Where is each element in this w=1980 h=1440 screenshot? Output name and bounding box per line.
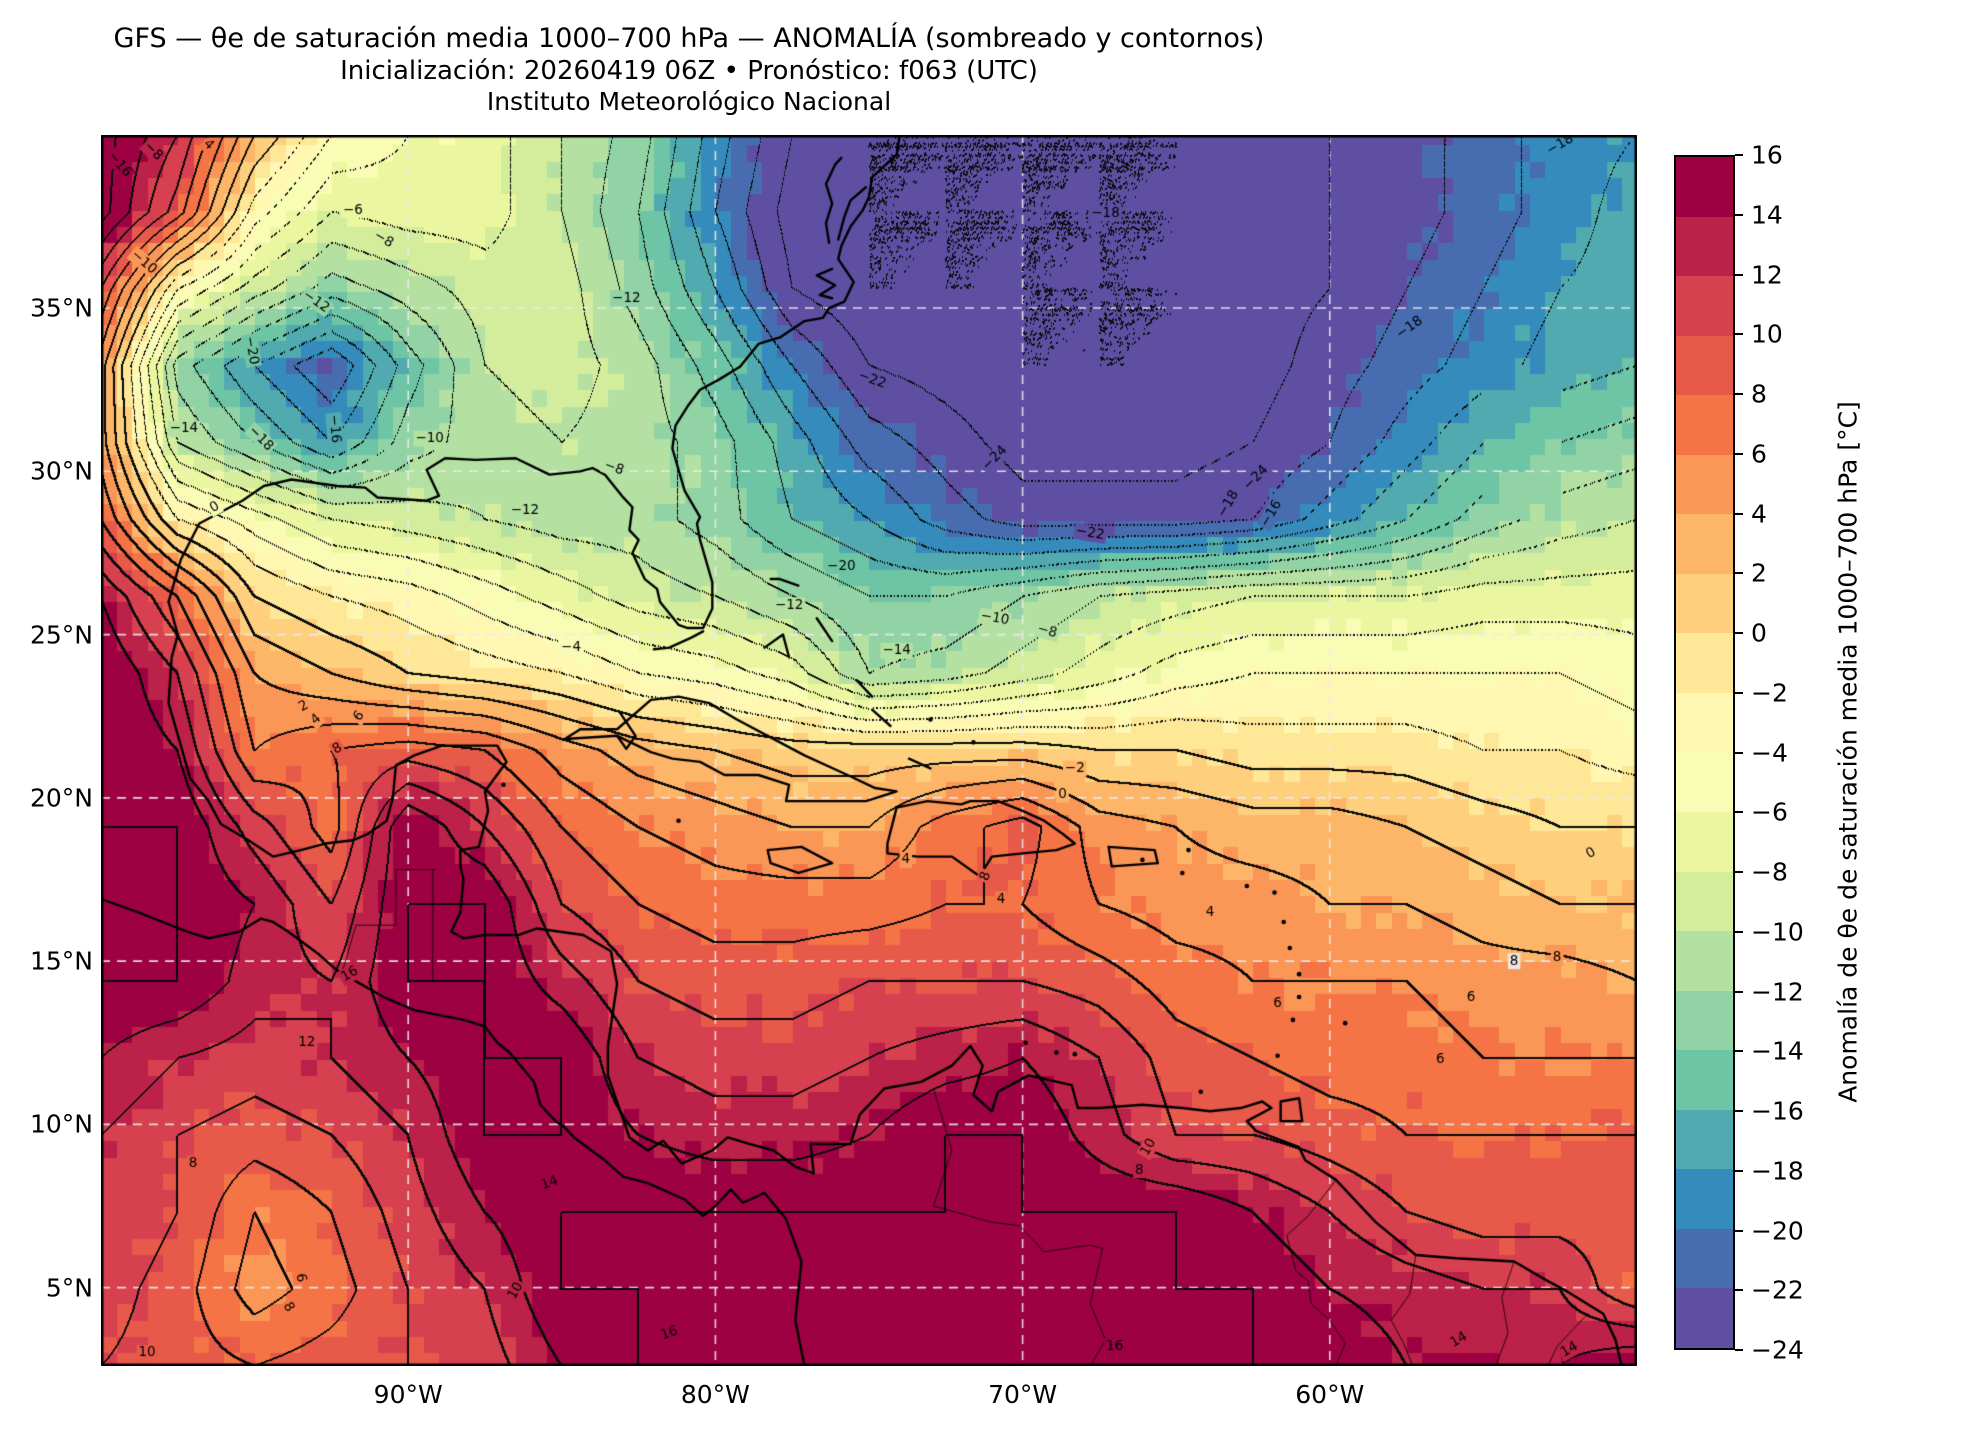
colorbar-tick-mark [1735,1110,1743,1112]
colorbar-tick-mark [1735,572,1743,575]
colorbar-tick-mark [1735,213,1743,216]
colorbar-tick-mark [1735,452,1743,455]
colorbar-axis-label: Anomalía de θe de saturación media 1000–… [1833,401,1863,1103]
colorbar-band [1676,633,1733,693]
colorbar-band [1676,1109,1733,1170]
y-tick-label: 15°N [29,946,93,976]
colorbar-tick-mark [1735,154,1743,156]
colorbar-band [1676,812,1733,872]
colorbar-tick-mark [1735,1229,1743,1232]
colorbar-band [1676,216,1733,277]
colorbar-tick-label: −2 [1751,678,1788,708]
colorbar-tick-mark [1735,1289,1743,1292]
colorbar-tick-label: 2 [1751,558,1767,588]
colorbar-tick-mark [1735,691,1743,694]
colorbar-tick-mark [1735,393,1743,395]
colorbar-tick-mark [1735,1050,1743,1053]
colorbar-tick-label: −22 [1751,1275,1804,1305]
colorbar-band [1676,514,1733,574]
colorbar-band [1676,1288,1733,1348]
colorbar-tick-label: −12 [1751,977,1804,1006]
colorbar-tick-label: 8 [1751,379,1767,409]
colorbar-tick-label: −18 [1751,1156,1804,1186]
colorbar-tick-mark [1735,930,1743,933]
y-tick-label: 20°N [29,783,93,813]
chart-title: GFS — θe de saturación media 1000–700 hP… [113,23,1265,54]
x-tick-label: 70°W [988,1380,1058,1409]
x-tick-label: 90°W [373,1380,443,1409]
y-tick-label: 35°N [29,293,93,323]
colorbar-tick-mark [1735,751,1743,754]
colorbar-tick-mark [1735,512,1743,515]
y-tick-label: 30°N [29,456,93,486]
title-block: GFS — θe de saturación media 1000–700 hP… [114,22,1265,117]
colorbar-band [1676,692,1733,753]
anomaly-map-canvas [101,135,1637,1366]
colorbar-band [1676,335,1733,396]
colorbar-tick-label: 0 [1751,618,1767,648]
colorbar-band [1676,157,1733,217]
y-tick-label: 25°N [29,620,93,650]
x-tick-label: 80°W [680,1380,750,1409]
colorbar-tick-label: −6 [1751,797,1788,827]
colorbar-band [1676,752,1733,813]
colorbar-tick-label: −16 [1751,1096,1804,1126]
colorbar-band [1676,931,1733,991]
colorbar-band [1676,395,1733,455]
y-tick-label: 10°N [29,1109,93,1139]
y-tick-label: 5°N [45,1273,93,1303]
colorbar-tick-label: 10 [1751,319,1783,349]
colorbar-tick-label: −10 [1751,917,1804,947]
colorbar-tick-mark [1735,273,1743,276]
colorbar-band [1676,1050,1733,1110]
colorbar-band [1676,1169,1733,1229]
colorbar-tick-mark [1735,811,1743,814]
colorbar-tick-label: 6 [1751,439,1767,469]
colorbar [1674,155,1735,1350]
colorbar-tick-label: −8 [1751,857,1788,887]
colorbar-tick-label: 16 [1751,140,1783,170]
colorbar-tick-label: −24 [1751,1335,1804,1365]
colorbar-tick-label: 4 [1751,499,1767,528]
x-tick-label: 60°W [1295,1380,1365,1409]
colorbar-tick-label: 14 [1751,200,1783,230]
colorbar-tick-mark [1735,871,1743,873]
colorbar-tick-label: −20 [1751,1216,1804,1245]
colorbar-tick-mark [1735,990,1743,993]
colorbar-band [1676,454,1733,515]
colorbar-tick-mark [1735,632,1743,634]
colorbar-band [1676,276,1733,336]
colorbar-tick-mark [1735,1169,1743,1172]
colorbar-band [1676,990,1733,1051]
colorbar-tick-label: −14 [1751,1036,1804,1066]
colorbar-tick-mark [1735,333,1743,336]
colorbar-band [1676,1228,1733,1289]
colorbar-tick-label: −4 [1751,738,1788,767]
colorbar-tick-mark [1735,1349,1743,1351]
colorbar-tick-label: 12 [1751,260,1783,289]
chart-institution: Instituto Meteorológico Nacional [486,87,892,116]
colorbar-band [1676,573,1733,634]
colorbar-band [1676,871,1733,932]
chart-subtitle: Inicialización: 20260419 06Z • Pronóstic… [340,56,1038,86]
